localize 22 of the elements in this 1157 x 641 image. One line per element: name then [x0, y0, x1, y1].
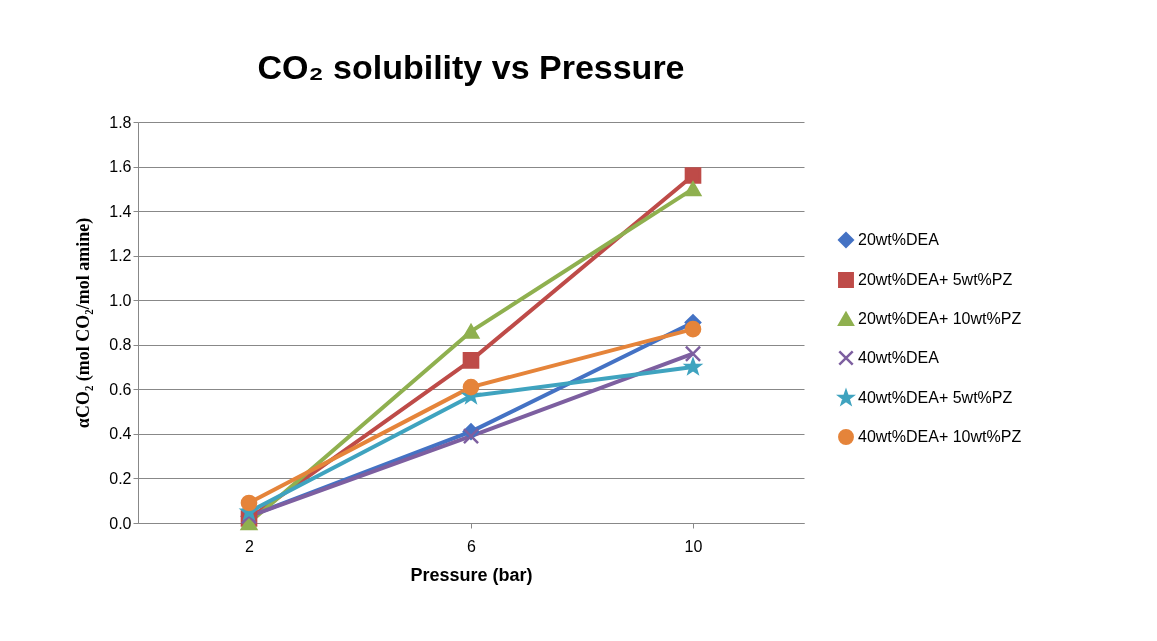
- y-tick-label: 1.2: [109, 247, 132, 265]
- y-tick-label: 0.6: [109, 380, 132, 398]
- legend-label: 20wt%DEA: [858, 231, 940, 248]
- legend-label: 40wt%DEA+ 10wt%PZ: [858, 428, 1022, 445]
- y-tick-label: 0.0: [109, 514, 132, 532]
- x-tick-label: 6: [467, 537, 477, 555]
- y-tick-label: 1.8: [109, 113, 132, 131]
- legend-label: 20wt%DEA+ 10wt%PZ: [858, 310, 1022, 327]
- y-axis-title: αCO₂ (mol CO₂/mol amine): [73, 217, 95, 429]
- legend-label: 20wt%DEA+ 5wt%PZ: [858, 271, 1013, 288]
- y-tick-label: 0.2: [109, 469, 132, 487]
- y-tick-label: 0.8: [109, 336, 132, 354]
- y-tick-label: 1.6: [109, 158, 132, 176]
- y-tick-label: 0.4: [109, 425, 132, 443]
- x-tick-label: 10: [684, 537, 703, 555]
- x-tick-label: 2: [245, 537, 255, 555]
- y-tick-label: 1.4: [109, 202, 132, 220]
- legend-label: 40wt%DEA: [858, 349, 940, 366]
- chart-title: CO₂ solubility vs Pressure: [257, 48, 685, 86]
- y-tick-label: 1.0: [109, 291, 132, 309]
- legend-label: 40wt%DEA+ 5wt%PZ: [858, 389, 1013, 406]
- x-axis-title: Pressure (bar): [410, 564, 533, 585]
